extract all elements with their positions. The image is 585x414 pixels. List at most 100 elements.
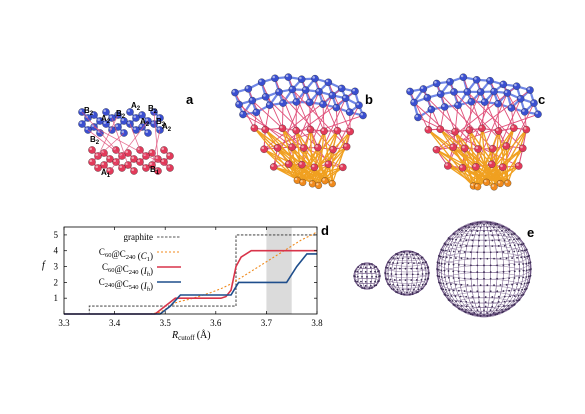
fullerene-c540-atom — [527, 262, 530, 265]
fullerene-c540-atom — [516, 299, 518, 302]
fullerene-c240-atom — [406, 291, 408, 294]
orange-atom-highlight — [329, 181, 333, 184]
fullerene-c240-atom — [407, 288, 410, 291]
blue-atom-highlight — [424, 95, 428, 98]
fullerene-c540-atom — [511, 233, 513, 236]
fullerene-c540-atom — [457, 277, 460, 280]
red-atom — [449, 143, 457, 151]
site-label: A2 — [162, 122, 172, 133]
blue-atom — [436, 90, 445, 98]
fullerene-c540-atom — [501, 311, 504, 314]
fullerene-c60-atom — [360, 284, 362, 287]
top-layer-atom-highlight — [139, 112, 143, 115]
fullerene-c240 — [384, 250, 430, 296]
fullerene-c540-atom — [503, 305, 505, 307]
fullerene-c540-atom — [479, 221, 482, 224]
fullerene-c540-atom — [518, 276, 521, 279]
fullerene-c540-atom — [445, 256, 448, 259]
blue-atom-highlight — [531, 100, 534, 104]
orange-atom — [490, 183, 498, 191]
fullerene-c540-atom — [521, 249, 523, 252]
fullerene-c60-atom — [363, 263, 366, 266]
blue-atom — [355, 101, 363, 109]
top-layer-atom-highlight — [97, 118, 100, 121]
blue-atom — [534, 110, 542, 119]
fullerene-c240-atom — [390, 273, 393, 275]
red-atom — [478, 124, 486, 133]
interlayer-bond — [87, 129, 123, 157]
fullerene-c60-atom — [374, 280, 376, 283]
blue-atom-highlight — [259, 79, 262, 83]
red-atom-highlight — [500, 164, 503, 168]
bottom-layer-atom-highlight — [149, 162, 153, 166]
fullerene-c540-atom — [463, 251, 466, 253]
fullerene-c540-atom — [445, 283, 448, 285]
fullerene-c540-atom — [507, 308, 510, 310]
top-layer-atom-highlight — [139, 124, 143, 127]
fullerene-c540-atom — [463, 290, 466, 292]
blue-atom-highlight — [352, 88, 355, 92]
fullerene-c540-atom — [525, 269, 528, 272]
blue-atom-highlight — [455, 102, 458, 106]
blue-atom-highlight — [438, 91, 441, 95]
red-atom-highlight — [489, 161, 492, 165]
interlayer-bond — [97, 114, 119, 157]
fullerene-c540-atom — [495, 309, 498, 311]
focal-bond — [477, 166, 504, 188]
fullerene-c540-atom — [465, 239, 468, 242]
fullerene-c540-atom — [528, 268, 530, 271]
fullerene-c540-atom — [495, 230, 498, 232]
red-atom-highlight — [289, 144, 292, 148]
blue-atom-highlight — [535, 111, 538, 115]
fullerene-c240-atom — [406, 253, 408, 256]
orange-atom-highlight — [491, 184, 495, 187]
fullerene-c540-atom — [526, 282, 528, 285]
focal-bond — [499, 165, 520, 185]
focal-bond — [291, 147, 298, 181]
fullerene-c540-atom — [471, 239, 474, 242]
blue-atom — [480, 98, 489, 106]
fullerene-c540-atom — [503, 234, 505, 236]
fullerene-c240-atom — [417, 257, 420, 260]
fullerene-c540-atom — [497, 239, 500, 242]
red-atom — [324, 160, 333, 169]
blue-atom-highlight — [460, 74, 464, 78]
red-atom-highlight — [271, 164, 274, 167]
fullerene-c240-atom — [408, 251, 411, 253]
cross-bond — [273, 89, 307, 168]
fullerene-c240-atom — [387, 272, 389, 275]
cross-bond — [282, 103, 284, 129]
fullerene-c60-atom — [364, 270, 367, 273]
cross-bond — [413, 102, 465, 149]
fullerene-c240-atom — [386, 278, 389, 281]
blue-atom — [345, 108, 354, 116]
fullerene-c240-atom — [407, 284, 410, 287]
blue-atom — [507, 104, 516, 112]
fullerene-c240-atom — [389, 278, 392, 281]
top-layer-atom-highlight — [91, 112, 94, 115]
red-atom-highlight — [330, 147, 334, 150]
red-atom — [260, 145, 268, 154]
blue-atom — [265, 101, 274, 109]
x-tick-label: 3.5 — [160, 318, 172, 328]
blue-atom — [359, 111, 367, 120]
fullerene-c540-atom — [484, 245, 487, 248]
top-layer-atom-highlight — [79, 109, 82, 112]
bottom-layer-atom-highlight — [119, 165, 122, 169]
top-layer-atom-highlight — [157, 115, 161, 118]
blue-atom-highlight — [316, 89, 319, 92]
fullerene-c240-atom — [392, 257, 395, 259]
fullerene-c540-atom — [517, 294, 520, 297]
fullerene-c540-atom — [507, 304, 510, 307]
focal-bond — [331, 131, 351, 184]
cross-bond — [265, 96, 319, 148]
fullerene-c540-atom — [503, 244, 506, 247]
fullerene-c540-atom — [496, 290, 499, 293]
fullerene-c240-atom — [396, 284, 399, 286]
fullerene-c540-atom — [479, 312, 482, 314]
fullerene-c540-atom — [457, 263, 460, 266]
blue-atom-highlight — [464, 89, 468, 92]
red-atom — [314, 143, 322, 152]
panel-label-c: c — [538, 92, 545, 107]
fullerene-c540-atom — [476, 277, 479, 280]
